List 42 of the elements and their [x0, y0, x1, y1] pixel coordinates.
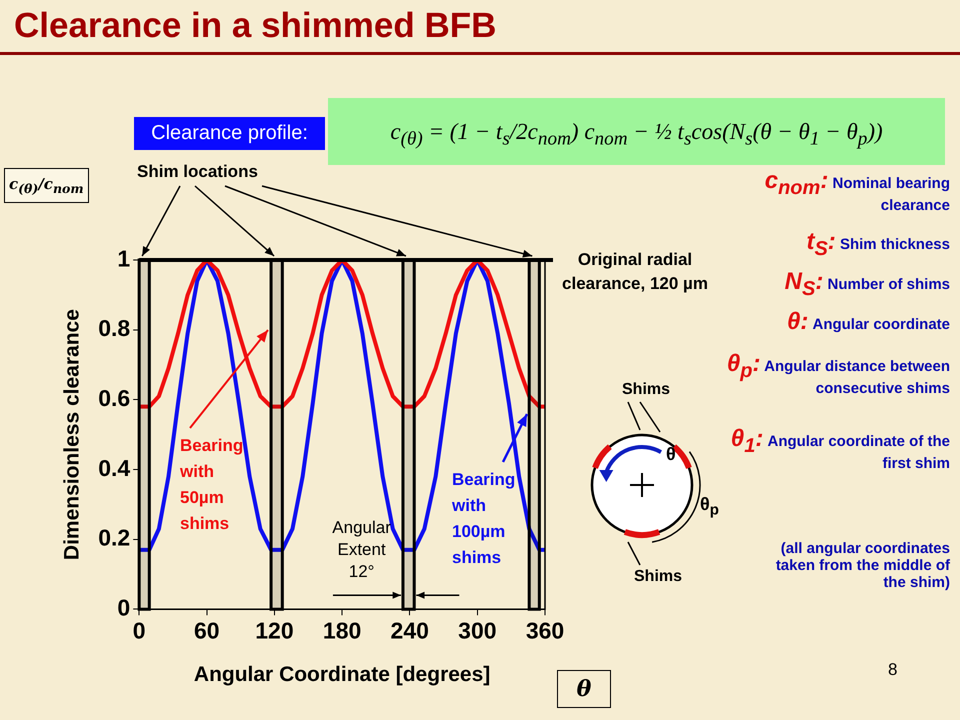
y-tick-label: 0 — [117, 594, 130, 621]
text: θ$_{p}$: — [726, 350, 760, 382]
y-axis-title: Dimensionless clearance — [60, 309, 84, 560]
text: Shims — [634, 568, 682, 586]
annotation: Angular Extent 12° — [331, 517, 392, 584]
x-axis-title: Angular Coordinate [degrees] — [194, 663, 490, 686]
text: t$_{S}$: — [806, 228, 836, 260]
x-tick-label: 240 — [390, 617, 429, 644]
y-tick-label: 1 — [117, 245, 130, 272]
text: N$_{S}$: — [784, 268, 824, 300]
y-tick-label: 0.6 — [98, 385, 130, 412]
chart-title: Clearance in a shimmed BFB — [14, 6, 496, 46]
series-label: Bearing with 100µm shims — [452, 469, 516, 569]
text: θ: — [786, 308, 808, 335]
ref-line-label: Original radial clearance, 120 µm — [561, 249, 709, 295]
text: c$_{nom}$: — [764, 167, 828, 199]
text: Shims — [622, 381, 670, 399]
text: Number of shims — [826, 276, 950, 293]
x-tick-label: 180 — [322, 617, 362, 644]
x-tick-label: 360 — [526, 617, 564, 644]
text: Clearance profile: — [134, 117, 325, 150]
text: θ — [557, 670, 611, 708]
x-tick-label: 300 — [458, 617, 497, 644]
text: c$_{(θ)}$ = (1 − t$_{s}$/2c$_{nom}$) c$_{nom}$ − ½ t$_{s}$cos(N$_{s}$(θ − θ$_{1}$ − θ$_{p}$)) — [390, 119, 883, 150]
x-tick-label: 60 — [194, 617, 220, 644]
text: Angular coordinate — [811, 316, 950, 333]
y-tick-label: 0.2 — [98, 524, 130, 551]
text: c$_{(θ)}$/c$_{nom}$ — [4, 168, 89, 203]
text: Bearing with 50µm shims — [180, 435, 244, 535]
text: Nominal bearing clearance — [831, 175, 950, 214]
text: Shim locations — [137, 162, 258, 182]
text: (all angular coordinates taken from the middle of the shim) — [774, 540, 950, 591]
text: θ — [666, 444, 676, 465]
text: 8 — [888, 660, 898, 680]
y-tick-label: 0.8 — [98, 315, 130, 342]
text: Shim thickness — [838, 236, 950, 253]
x-tick-label: 120 — [255, 617, 294, 644]
text: θ$_{p}$ — [700, 494, 719, 519]
text: θ$_{1}$: — [730, 425, 764, 457]
text: Angular distance between consecutive shims — [763, 358, 950, 397]
text: Angular coordinate of the first shim — [766, 433, 950, 472]
y-tick-label: 0.4 — [98, 454, 130, 481]
